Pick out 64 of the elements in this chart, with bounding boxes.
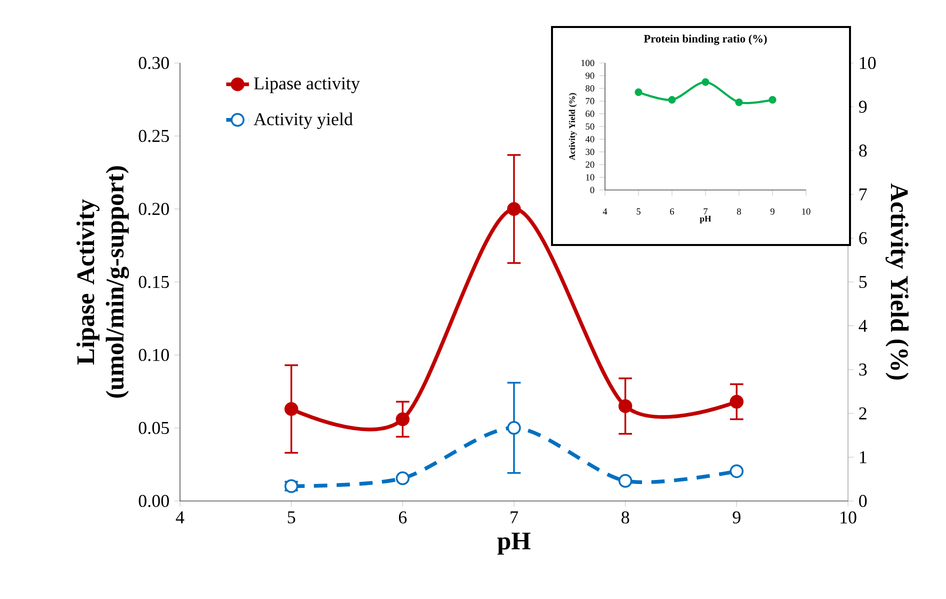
y-tick-label: 0.25 (138, 130, 169, 142)
x-tick-label: 9 (732, 511, 740, 524)
x-tick-label: 10 (802, 208, 810, 215)
point (396, 471, 410, 486)
y-tick-label: 10 (586, 174, 594, 180)
y-tick-label: 30 (586, 148, 594, 156)
y2-tick-label: 4 (858, 320, 868, 332)
point (634, 88, 642, 96)
y-tick-label: 90 (586, 72, 594, 79)
point (618, 399, 632, 413)
y2-tick-label: 1 (860, 451, 866, 464)
x-tick-label: 5 (636, 208, 640, 215)
x-tick-label: 4 (176, 511, 184, 524)
point (768, 96, 776, 104)
chart-title: Protein binding ratio (%) (644, 34, 767, 45)
point (730, 464, 744, 478)
x-tick-label: 10 (840, 511, 856, 524)
y2-tick-label: 5 (859, 276, 867, 288)
point (284, 402, 298, 416)
y-tick-label: 0.30 (138, 56, 169, 70)
y2-axis-title: Activity Yield (%) (886, 184, 909, 380)
y2-tick-label: 0 (859, 494, 867, 508)
x-tick-label: 7 (510, 511, 518, 524)
x-tick-label: 8 (737, 208, 741, 215)
y-tick-label: 20 (586, 161, 594, 168)
y-tick-label: 0.00 (138, 494, 169, 508)
y-tick-label: 0 (590, 186, 594, 194)
y-tick-label: 40 (585, 136, 594, 142)
x-tick-label: 6 (670, 208, 674, 215)
y2-tick-label: 3 (859, 364, 867, 376)
y-tick-label: 0.15 (138, 276, 169, 288)
point (730, 394, 744, 409)
y-tick-label: 0.10 (138, 348, 169, 362)
y-tick-label: 70 (586, 98, 594, 104)
y2-tick-label: 6 (859, 232, 867, 244)
legend-label: Activity yield (254, 112, 353, 129)
legend-label: Lipase activity (254, 77, 360, 94)
x-tick-label: 5 (288, 511, 296, 524)
x-axis-title: pH (497, 532, 530, 555)
y-tick-label: 0.05 (138, 422, 169, 434)
x-tick-label: 4 (602, 208, 608, 215)
y-axis-title: Lipase Activity (umol/min/g-support) (76, 166, 129, 398)
x-tick-label: 9 (770, 208, 774, 215)
y-tick-label: 50 (586, 123, 594, 130)
y-tick-label: 0.20 (138, 202, 169, 216)
y-tick-label: 80 (586, 85, 594, 92)
y2-tick-label: 8 (859, 144, 867, 157)
y-tick-label: 100 (581, 60, 594, 66)
y-tick-label: 60 (586, 110, 594, 117)
y2-tick-label: 10 (860, 56, 876, 70)
y2-tick-label: 2 (859, 407, 866, 420)
point (735, 98, 743, 106)
x-axis-title: pH (700, 216, 712, 224)
x-tick-label: 7 (704, 208, 708, 214)
x-tick-label: 8 (622, 511, 630, 524)
y-axis-title: Activity Yield (%) (568, 93, 577, 160)
y2-tick-label: 9 (858, 100, 867, 113)
y2-tick-label: 7 (860, 188, 867, 200)
point (702, 78, 710, 86)
x-tick-label: 6 (398, 511, 407, 524)
point (618, 474, 632, 488)
point (396, 412, 410, 426)
point (668, 96, 676, 104)
point (507, 202, 521, 216)
